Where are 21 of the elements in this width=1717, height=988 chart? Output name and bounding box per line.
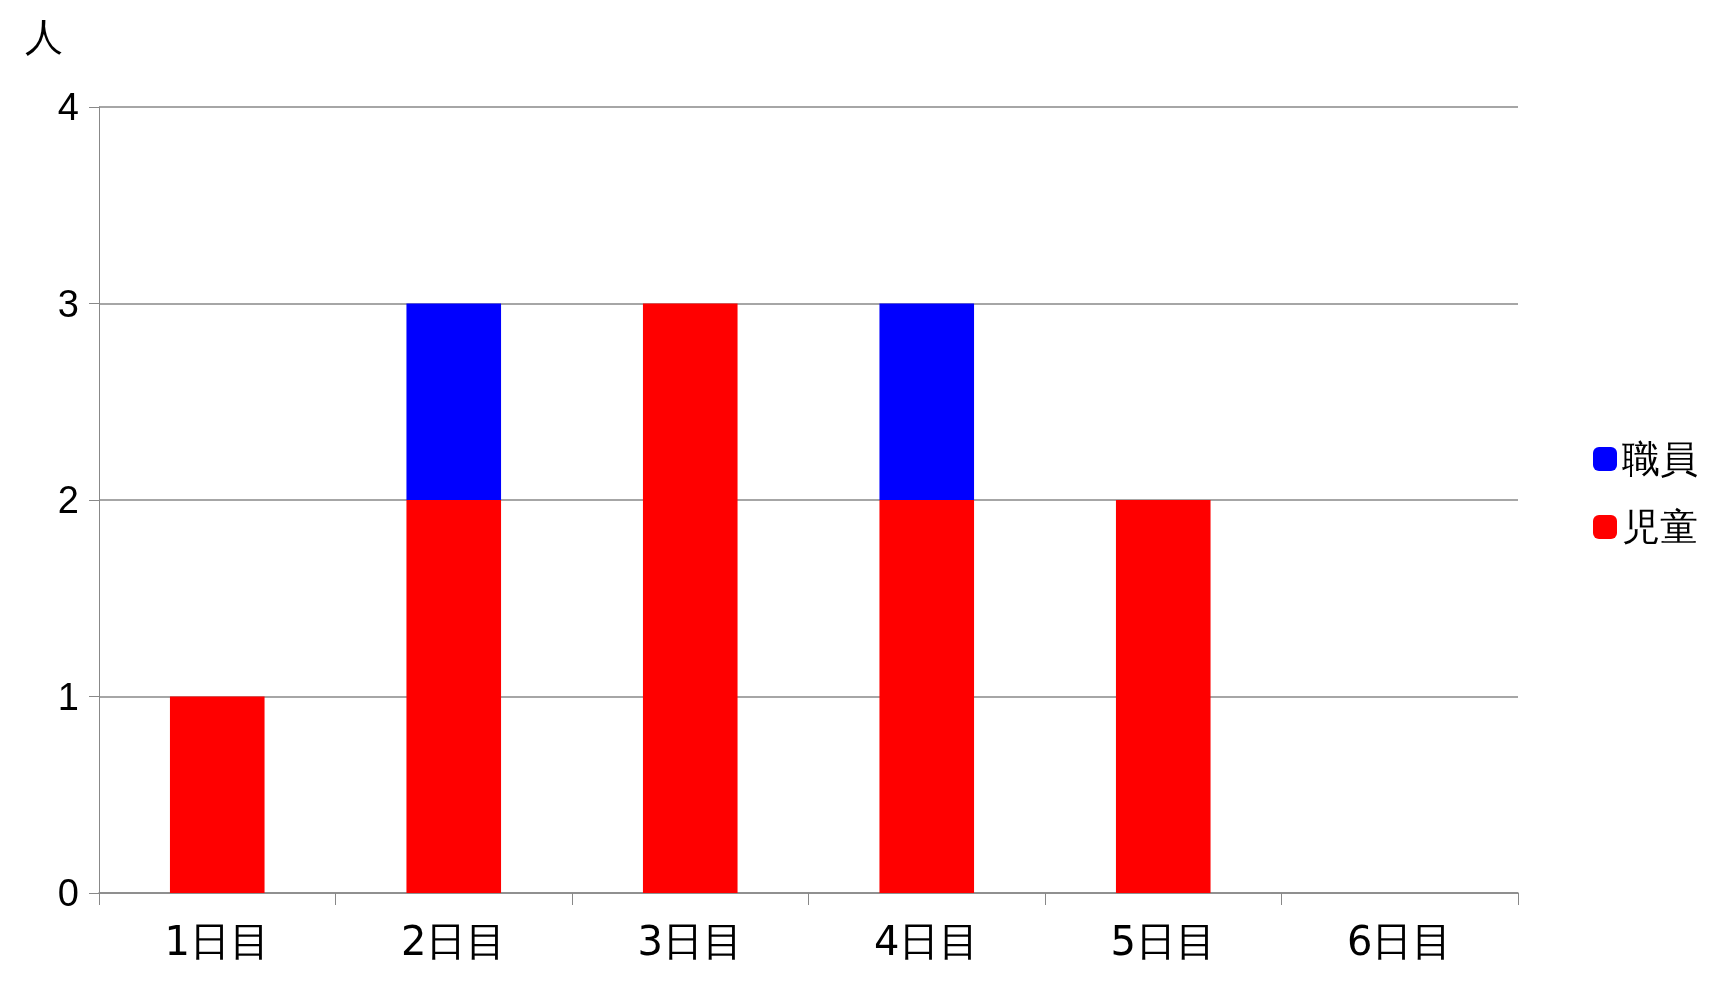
bar [169, 696, 265, 893]
y-tick-label: 2 [57, 479, 79, 521]
x-tick-label: 1日目 [164, 918, 270, 964]
legend-label: 児童 [1622, 505, 1698, 549]
y-tick-label: 0 [57, 872, 79, 914]
bar [879, 303, 975, 500]
x-tick-label: 5日目 [1110, 918, 1216, 964]
y-tick-label: 1 [57, 675, 79, 718]
y-tick-label: 3 [57, 282, 79, 325]
x-tick-label: 3日目 [637, 918, 743, 964]
legend-label: 職員 [1622, 437, 1698, 481]
bar [642, 303, 738, 893]
bar [879, 500, 975, 893]
y-axis-title: 人 [25, 15, 63, 59]
y-tick-label: 4 [57, 86, 79, 128]
x-tick-label: 6日目 [1347, 918, 1453, 964]
bar [406, 303, 502, 500]
x-tick-label: 2日目 [401, 918, 507, 964]
x-tick-label: 4日目 [874, 918, 980, 964]
bar [1115, 500, 1211, 893]
bar [406, 500, 502, 893]
